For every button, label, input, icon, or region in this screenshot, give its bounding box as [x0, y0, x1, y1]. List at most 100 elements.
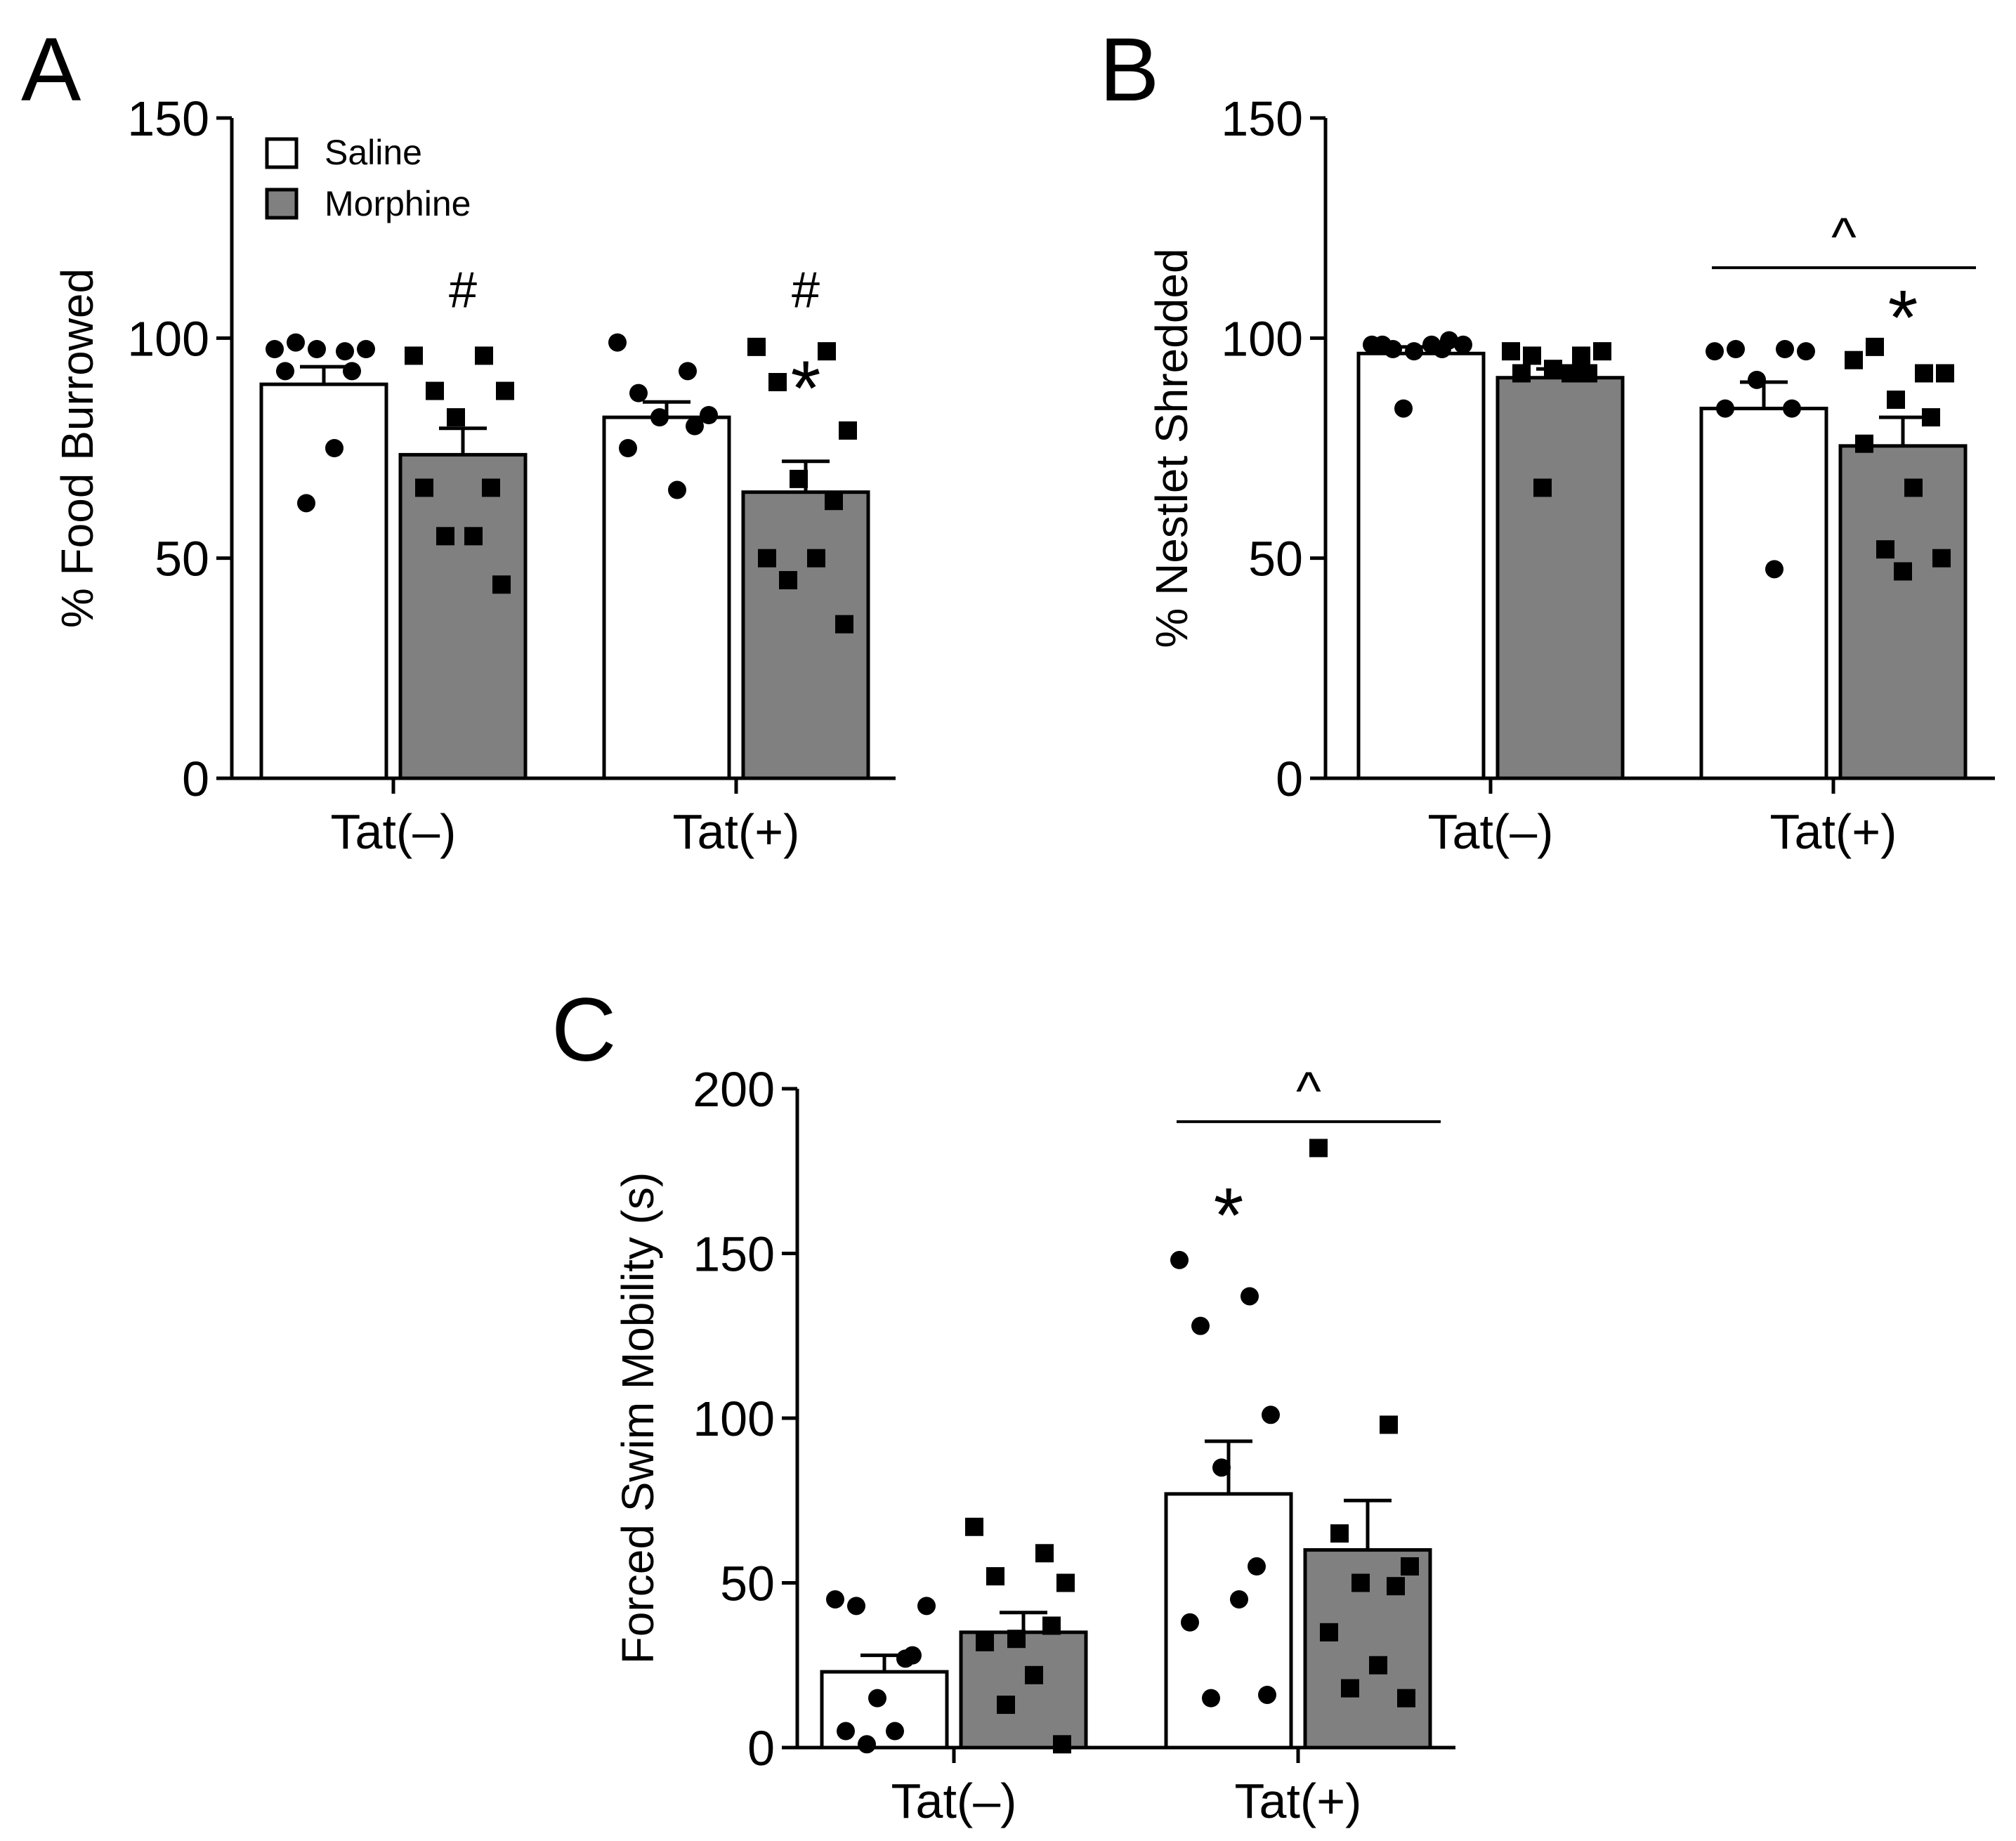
- data-point-saline: [868, 1689, 886, 1708]
- data-point-saline: [650, 408, 669, 427]
- data-point-saline: [1727, 340, 1745, 358]
- data-point-morphine: [1042, 1616, 1061, 1635]
- data-point-saline: [1191, 1316, 1210, 1335]
- data-point-morphine: [1309, 1139, 1328, 1158]
- y-tick-label: 50: [720, 1557, 775, 1611]
- data-point-morphine: [1007, 1630, 1026, 1649]
- y-tick-label: 150: [1221, 91, 1303, 146]
- data-point-saline: [700, 406, 718, 424]
- data-point-saline: [826, 1590, 844, 1609]
- y-tick-label: 50: [155, 532, 209, 587]
- data-point-morphine: [807, 549, 825, 568]
- data-point-morphine: [492, 575, 511, 594]
- x-category-label: Tat(+): [1770, 804, 1897, 859]
- data-point-morphine: [405, 346, 423, 365]
- data-point-morphine: [835, 615, 853, 634]
- data-point-saline: [847, 1597, 865, 1616]
- bar-saline-1: [1699, 407, 1828, 780]
- data-point-saline: [1422, 335, 1441, 354]
- data-point-saline: [357, 340, 375, 358]
- data-point-morphine: [976, 1632, 994, 1651]
- data-point-morphine: [1562, 364, 1580, 383]
- data-point-morphine: [1380, 1415, 1398, 1434]
- data-point-saline: [308, 340, 326, 358]
- data-point-morphine: [1845, 350, 1863, 369]
- data-point-morphine: [1915, 364, 1933, 383]
- data-point-morphine: [1593, 342, 1611, 361]
- data-point-saline: [1262, 1406, 1280, 1424]
- data-point-morphine: [818, 342, 836, 361]
- y-tick-label: 150: [127, 91, 209, 146]
- chart-panel-c: C Forced Swim Mobility (s) 0 50 100 150 200 Tat…: [551, 980, 1455, 1828]
- data-point-saline: [1258, 1685, 1276, 1704]
- y-tick-label: 150: [693, 1227, 775, 1282]
- data-point-saline: [886, 1722, 904, 1741]
- data-point-morphine: [1341, 1679, 1359, 1698]
- data-point-morphine: [790, 469, 808, 488]
- data-point-morphine: [768, 373, 787, 391]
- y-tick-label: 100: [693, 1391, 775, 1446]
- bar-morphine-0: [398, 452, 528, 780]
- data-point-saline: [686, 417, 704, 435]
- data-point-saline: [1405, 342, 1423, 361]
- data-point-saline: [1212, 1458, 1231, 1477]
- data-point-morphine: [1855, 434, 1873, 453]
- data-point-saline: [1373, 335, 1392, 354]
- data-point-saline: [1776, 340, 1794, 358]
- data-point-morphine: [1387, 1577, 1405, 1596]
- data-point-morphine: [464, 527, 483, 546]
- data-point-saline: [668, 480, 686, 499]
- x-category-label: Tat(+): [673, 804, 800, 859]
- data-point-saline: [679, 362, 697, 381]
- bar-saline-0: [259, 382, 388, 780]
- data-point-saline: [1248, 1557, 1266, 1576]
- data-point-morphine: [1053, 1735, 1071, 1754]
- data-point-saline: [1394, 399, 1413, 418]
- x-category-label: Tat(–): [891, 1774, 1017, 1828]
- data-point-morphine: [1533, 478, 1552, 497]
- data-point-saline: [1454, 335, 1472, 354]
- data-point-saline: [903, 1646, 922, 1665]
- data-point-morphine: [1932, 549, 1951, 568]
- data-point-morphine: [758, 549, 776, 568]
- bar-morphine-0: [959, 1630, 1088, 1750]
- data-point-morphine: [986, 1567, 1004, 1586]
- data-point-morphine: [447, 408, 465, 427]
- significance-hash: #: [792, 262, 820, 318]
- group-bracket-caret: ^: [1831, 207, 1857, 267]
- data-point-saline: [917, 1597, 936, 1616]
- data-point-morphine: [1369, 1656, 1387, 1675]
- bar-morphine-1: [741, 490, 870, 780]
- data-point-morphine: [997, 1696, 1015, 1715]
- data-point-morphine: [1922, 408, 1940, 427]
- data-point-morphine: [779, 571, 797, 589]
- y-tick-label: 200: [693, 1062, 775, 1117]
- bar-morphine-1: [1838, 444, 1968, 780]
- significance-star: *: [1888, 275, 1918, 361]
- data-point-morphine: [475, 346, 493, 365]
- legend-label-morphine: Morphine: [325, 184, 471, 223]
- x-category-label: Tat(+): [1235, 1774, 1362, 1828]
- legend-swatch-saline: [265, 137, 299, 169]
- data-point-morphine: [482, 478, 500, 497]
- legend-label-saline: Saline: [325, 133, 422, 172]
- data-point-saline: [1181, 1613, 1199, 1632]
- data-point-saline: [1716, 399, 1734, 418]
- data-point-saline: [608, 333, 627, 352]
- y-tick-label: 0: [182, 752, 209, 806]
- data-point-morphine: [1025, 1665, 1043, 1684]
- data-point-morphine: [1320, 1623, 1338, 1642]
- legend-swatch-morphine: [265, 188, 299, 220]
- data-point-morphine: [1397, 1689, 1415, 1708]
- x-category-label: Tat(–): [331, 804, 457, 859]
- data-point-morphine: [1887, 391, 1905, 410]
- panel-letter: B: [1099, 20, 1159, 120]
- significance-star: *: [1214, 1172, 1244, 1259]
- data-point-saline: [1202, 1689, 1220, 1708]
- significance-star: *: [791, 345, 821, 431]
- data-point-saline: [266, 340, 284, 358]
- data-point-saline: [325, 439, 343, 457]
- data-point-morphine: [1056, 1573, 1075, 1592]
- legend: Saline Morphine: [265, 133, 471, 223]
